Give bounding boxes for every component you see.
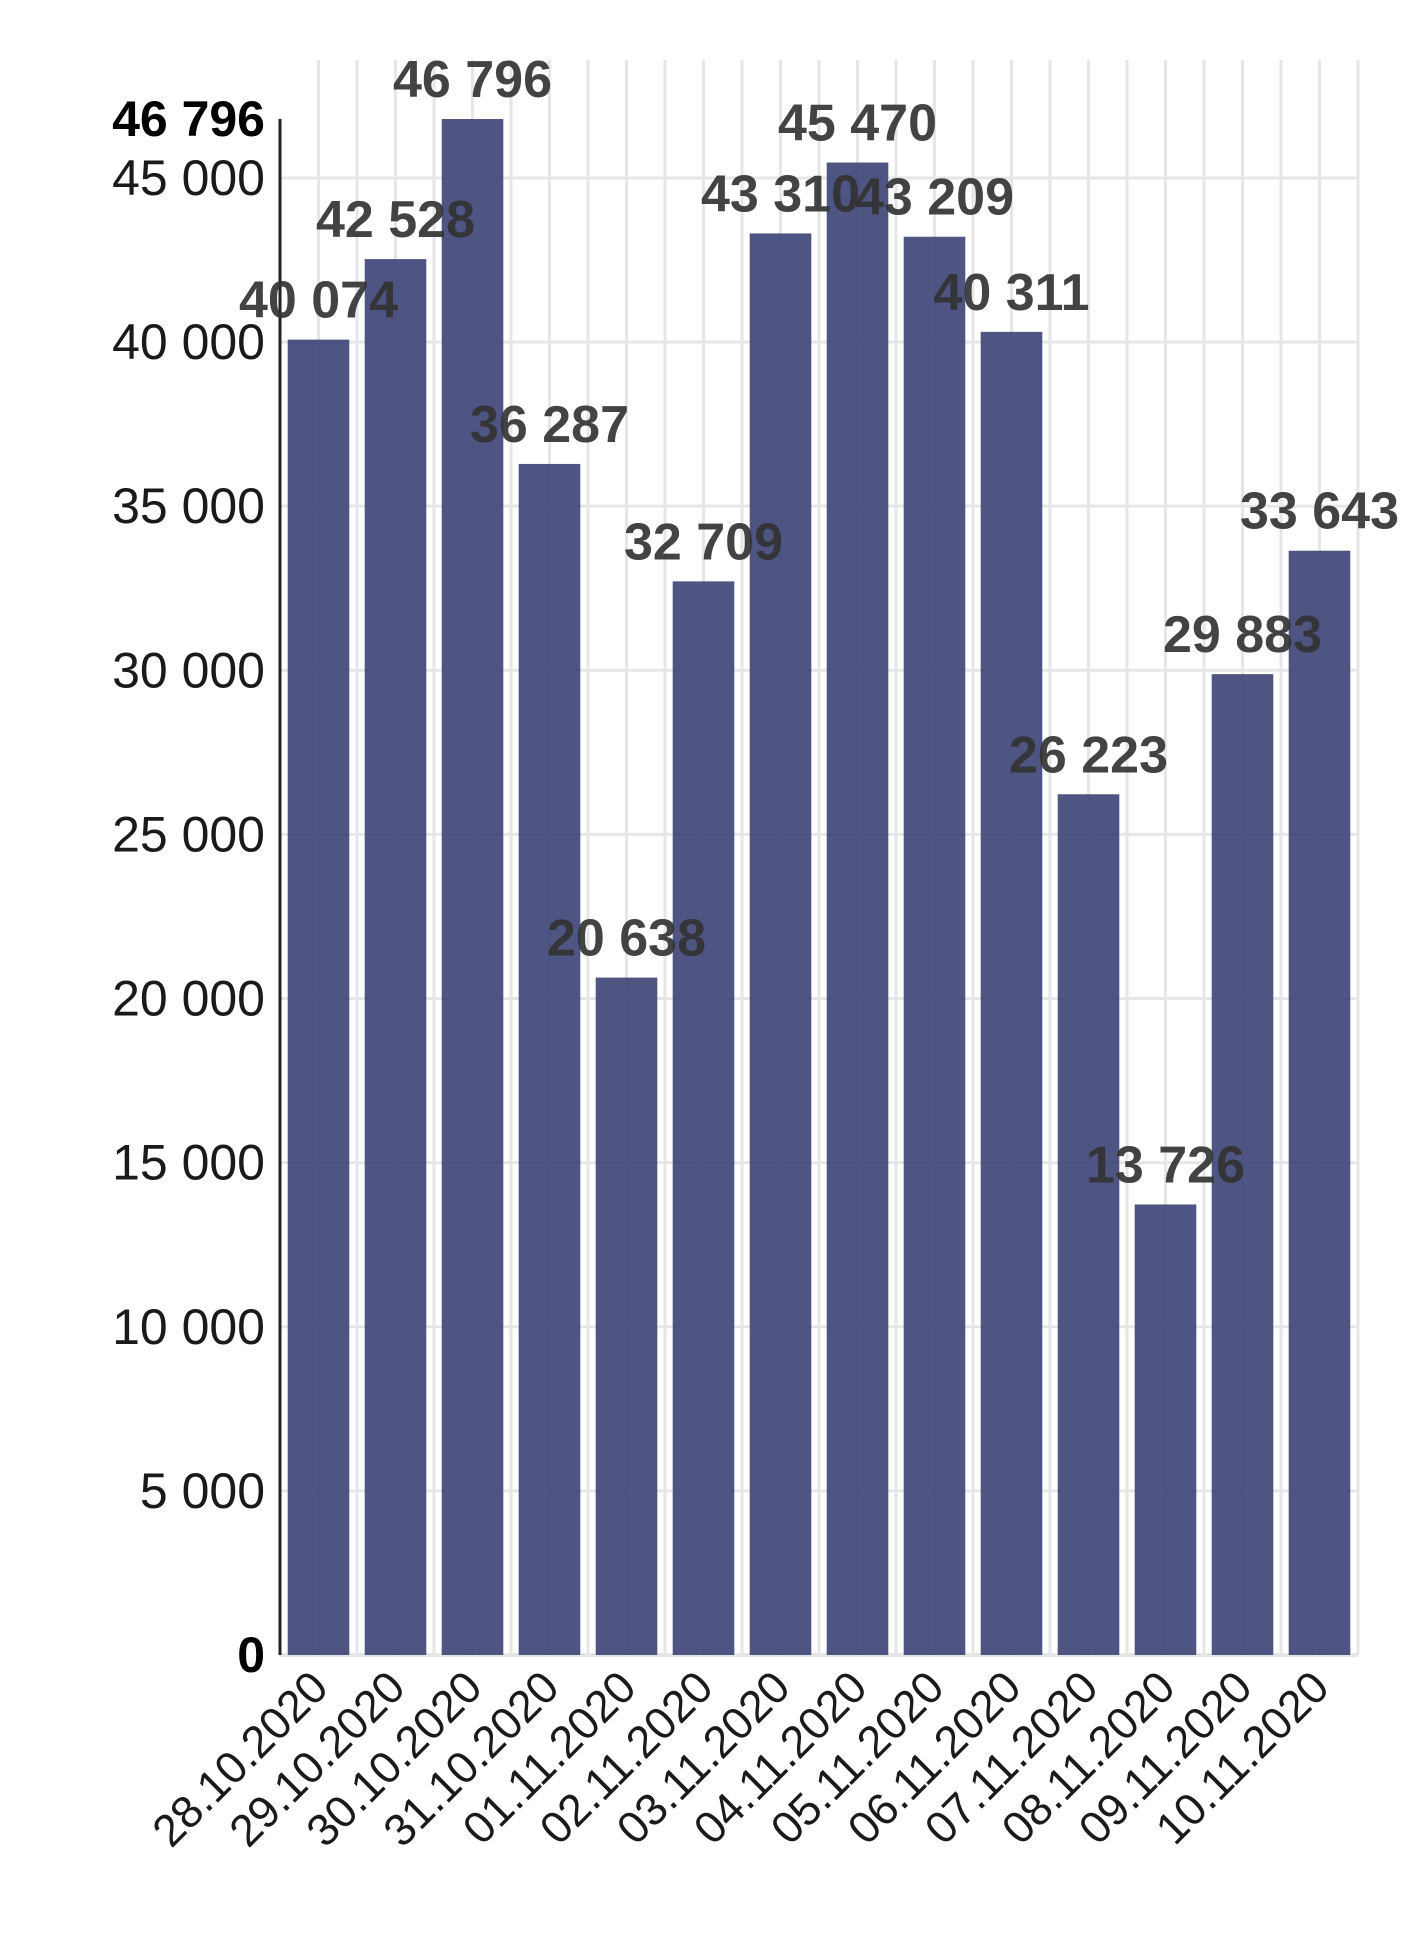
data-label: 43 310 bbox=[701, 165, 860, 223]
y-tick-label: 40 000 bbox=[112, 314, 265, 370]
y-tick-label: 46 796 bbox=[112, 91, 265, 147]
bar bbox=[518, 463, 581, 1656]
y-tick-label: 20 000 bbox=[112, 971, 265, 1027]
bar bbox=[1134, 1204, 1197, 1655]
data-label: 46 796 bbox=[393, 51, 552, 109]
data-label: 20 638 bbox=[547, 910, 706, 968]
bar bbox=[1288, 550, 1351, 1655]
y-tick-label: 0 bbox=[237, 1627, 265, 1683]
y-tick-label: 15 000 bbox=[112, 1135, 265, 1191]
data-label: 33 643 bbox=[1240, 483, 1399, 541]
y-tick-label: 25 000 bbox=[112, 806, 265, 862]
bar bbox=[749, 233, 812, 1655]
bar bbox=[595, 977, 658, 1655]
data-label: 13 726 bbox=[1086, 1136, 1245, 1194]
y-tick-label: 30 000 bbox=[112, 642, 265, 698]
data-label: 36 287 bbox=[470, 396, 629, 454]
bar bbox=[1057, 794, 1120, 1655]
y-tick-label: 35 000 bbox=[112, 478, 265, 534]
data-label: 43 209 bbox=[855, 169, 1014, 227]
bar bbox=[903, 236, 966, 1655]
data-label: 42 528 bbox=[316, 191, 475, 249]
bar bbox=[1211, 674, 1274, 1655]
data-label: 32 709 bbox=[624, 513, 783, 571]
data-label: 45 470 bbox=[778, 95, 937, 153]
bar bbox=[364, 259, 427, 1655]
bar bbox=[672, 581, 735, 1655]
bar bbox=[287, 339, 350, 1656]
y-tick-label: 10 000 bbox=[112, 1299, 265, 1355]
bar bbox=[441, 119, 504, 1655]
bar bbox=[980, 331, 1043, 1655]
bar bbox=[826, 162, 889, 1656]
data-label: 40 074 bbox=[239, 272, 398, 330]
y-tick-label: 45 000 bbox=[112, 150, 265, 206]
data-label: 29 883 bbox=[1163, 606, 1322, 664]
data-label: 26 223 bbox=[1009, 726, 1168, 784]
data-label: 40 311 bbox=[933, 264, 1089, 322]
y-tick-label: 5 000 bbox=[140, 1463, 265, 1519]
